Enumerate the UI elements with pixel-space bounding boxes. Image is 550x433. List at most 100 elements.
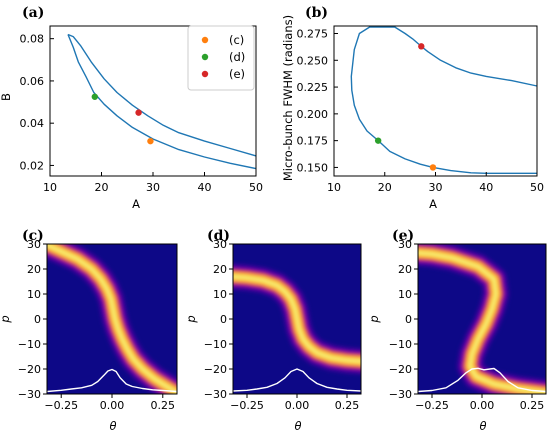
series-layer (350, 26, 538, 175)
legend-marker-d (201, 53, 209, 61)
x-tick-label: −0.25 (415, 399, 449, 412)
axes-frame (333, 25, 538, 177)
y-tick-label: 10 (27, 288, 41, 301)
marker-point (374, 137, 382, 144)
marker-point (135, 109, 142, 116)
ticks-layer: −0.25 0.00 0.25 −30 −20 −10 0 10 20 30 (18, 238, 175, 412)
profile-layer (47, 368, 177, 393)
marker-point (429, 164, 437, 171)
x-tick-label: −0.25 (44, 399, 78, 412)
x-tick-label: 10 (43, 181, 57, 194)
y-tick-label: −30 (18, 388, 41, 401)
panel-label: (a) (22, 5, 44, 21)
x-tick-label: 30 (429, 181, 443, 194)
panel-e: −0.25 0.00 0.25 −30 −20 −10 0 10 20 30 (e) θ p (367, 228, 547, 433)
y-tick-label: 20 (398, 263, 412, 276)
y-axis-label: B (0, 93, 13, 101)
y-tick-label: 0.06 (20, 75, 45, 88)
y-tick-label: 0.250 (297, 54, 329, 67)
x-tick-label: 40 (479, 181, 493, 194)
y-axis-label: p (184, 315, 198, 323)
y-tick-label: 20 (213, 263, 227, 276)
heatmap-layer (233, 244, 361, 394)
heatmap-clip (47, 244, 177, 394)
legend-marker-c (201, 36, 209, 44)
panel-label: (d) (207, 228, 230, 244)
y-tick-label: −10 (389, 338, 412, 351)
heatmap-layer (418, 244, 546, 394)
series-line (350, 26, 538, 175)
series-layer (67, 33, 257, 170)
legend-label-c: (c) (229, 33, 244, 47)
y-axis-label: p (0, 315, 12, 323)
ticks-layer: −0.25 0.00 0.25 −30 −20 −10 0 10 20 30 (389, 238, 544, 412)
heatmap-clip (233, 244, 361, 394)
profile-line (233, 368, 361, 392)
y-tick-label: 10 (398, 288, 412, 301)
ticks-layer: 10 20 30 40 50 0.02 0.04 0.06 0.08 (20, 33, 264, 194)
points-layer (374, 43, 437, 171)
x-axis-label: θ (294, 419, 301, 433)
y-tick-label: 20 (27, 263, 41, 276)
profile-layer (233, 368, 361, 392)
marker-point (91, 93, 99, 100)
x-tick-label: 30 (146, 181, 160, 194)
x-axis-label: A (132, 197, 140, 211)
x-axis-label: θ (109, 419, 116, 433)
y-tick-label: 0.275 (297, 28, 329, 41)
panel-label: (e) (392, 228, 414, 244)
x-tick-label: 50 (530, 181, 544, 194)
panel-label: (b) (305, 5, 328, 21)
y-axis-label: p (367, 315, 381, 323)
y-tick-label: 0.175 (297, 135, 329, 148)
y-tick-label: 0.150 (297, 161, 329, 174)
y-tick-label: −20 (204, 363, 227, 376)
series-line (67, 33, 257, 157)
y-tick-label: 30 (213, 238, 227, 251)
y-axis-label: Micro-bunch FWHM (radians) (281, 15, 295, 181)
legend-label-e: (e) (229, 67, 245, 81)
y-tick-label: −30 (204, 388, 227, 401)
legend: (c) (d) (e) (187, 25, 255, 91)
x-axis-label: A (429, 197, 437, 211)
marker-point (147, 137, 154, 145)
series-line (67, 34, 257, 170)
profile-line (47, 368, 177, 393)
x-tick-label: 0.00 (470, 399, 495, 412)
ticks-layer: 10 20 30 40 50 0.150 0.175 0.200 0.225 0.250 0.275 (297, 28, 545, 195)
x-tick-label: 10 (327, 181, 341, 194)
ridge-band (47, 244, 177, 394)
x-tick-label: 0.25 (151, 399, 176, 412)
legend-label-d: (d) (229, 50, 245, 64)
x-tick-label: 50 (249, 181, 263, 194)
y-tick-label: −20 (18, 363, 41, 376)
y-tick-label: 0.225 (297, 81, 329, 94)
y-tick-label: −10 (204, 338, 227, 351)
x-tick-label: 40 (198, 181, 212, 194)
x-axis-label: θ (479, 419, 486, 433)
x-tick-label: −0.25 (230, 399, 264, 412)
y-tick-label: 0 (220, 313, 227, 326)
panel-d: −0.25 0.00 0.25 −30 −20 −10 0 10 20 30 (d) θ p (184, 228, 362, 433)
y-tick-label: 0 (34, 313, 41, 326)
panel-label: (c) (22, 228, 44, 244)
x-tick-label: 20 (95, 181, 109, 194)
y-tick-label: 0.02 (20, 159, 45, 172)
x-tick-label: 0.00 (100, 399, 125, 412)
y-tick-label: 0.200 (297, 108, 329, 121)
heatmap-layer (47, 244, 177, 394)
y-tick-label: 0 (405, 313, 412, 326)
y-tick-label: 30 (398, 238, 412, 251)
profile-line (418, 367, 546, 393)
marker-point (418, 43, 425, 50)
x-tick-label: 0.00 (285, 399, 310, 412)
y-tick-label: 30 (27, 238, 41, 251)
y-tick-label: −20 (389, 363, 412, 376)
points-layer (91, 93, 154, 145)
x-tick-label: 0.25 (335, 399, 360, 412)
panel-b: 10 20 30 40 50 0.150 0.175 0.200 0.225 0.250 0.275… (281, 5, 544, 211)
ridge-band (233, 274, 361, 364)
ridge-band (418, 251, 546, 394)
profile-layer (418, 367, 546, 393)
